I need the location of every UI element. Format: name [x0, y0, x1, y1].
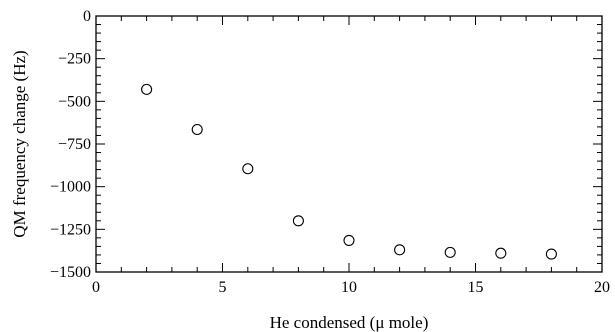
data-point: [495, 247, 507, 259]
data-point: [242, 163, 254, 175]
tick-label-layer: 0 5 10 15 20 0 −250 −500 −750 −1000 −1250 −1500: [50, 8, 610, 296]
tick-layer: [95, 15, 603, 273]
plot-frame-layer: [95, 15, 603, 273]
y-tick-label: −1250: [50, 221, 91, 238]
data-point: [343, 234, 355, 246]
x-axis-label: He condensed (μ mole): [270, 313, 429, 332]
data-point-layer: [141, 83, 557, 260]
data-point: [444, 246, 456, 258]
y-tick-label: −250: [58, 51, 91, 68]
data-point: [545, 248, 557, 260]
data-point: [394, 244, 406, 256]
y-tick-label: −1000: [50, 179, 91, 196]
y-tick-label: −750: [58, 136, 91, 153]
y-tick-label: −1500: [50, 264, 91, 281]
data-point: [141, 83, 153, 95]
y-axis-label: QM frequency change (Hz): [10, 50, 29, 237]
data-point: [191, 123, 203, 136]
x-tick-label: 10: [341, 279, 357, 296]
x-tick-label: 0: [92, 279, 100, 296]
plot-frame: [95, 15, 603, 273]
x-tick-label: 15: [468, 279, 484, 296]
data-point: [292, 215, 304, 227]
y-tick-label: −500: [58, 93, 91, 110]
y-tick-label: 0: [83, 8, 91, 25]
x-tick-label: 20: [594, 279, 610, 296]
x-tick-label: 5: [219, 279, 227, 296]
